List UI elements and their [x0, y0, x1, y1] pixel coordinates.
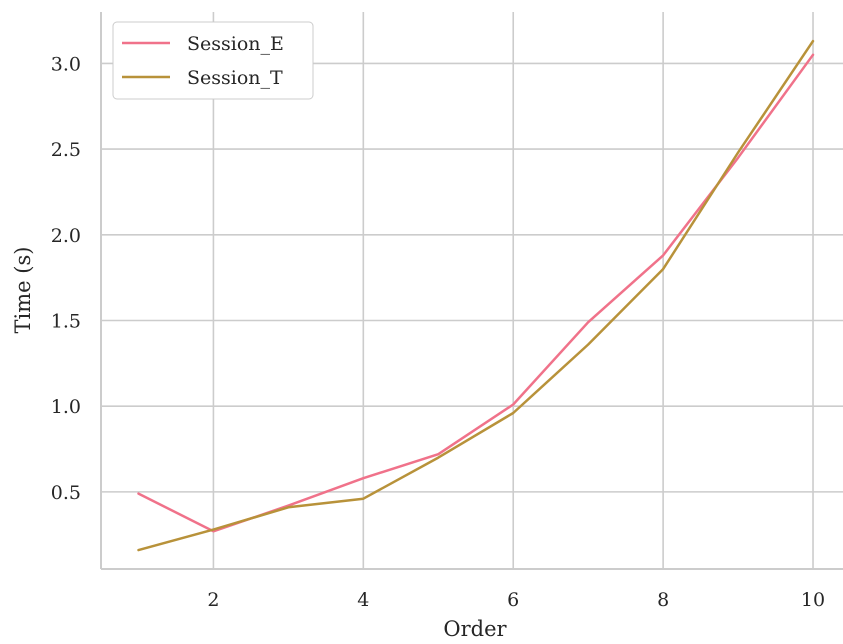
- y-tick-label: 2.5: [51, 139, 81, 161]
- legend: Session_E Session_T: [112, 21, 314, 100]
- x-tick-label: 4: [357, 589, 369, 611]
- legend-label-session-t: Session_T: [187, 67, 283, 89]
- series-lines: [137, 39, 815, 552]
- x-tick-label: 6: [507, 589, 519, 611]
- x-tick-label: 8: [657, 589, 669, 611]
- tick-labels: 2 4 6 8 10 0.5 1.0 1.5 2.0 2.5 3.0: [51, 53, 825, 611]
- series-line-session-t: [137, 39, 815, 552]
- series-line-session-e: [137, 53, 815, 533]
- axes-frame: [100, 12, 843, 570]
- legend-box: [112, 21, 314, 100]
- x-tick-label: 10: [801, 589, 825, 611]
- y-tick-label: 1.0: [51, 396, 81, 418]
- y-tick-label: 2.0: [51, 225, 81, 247]
- y-tick-label: 3.0: [51, 53, 81, 75]
- x-axis-label: Order: [443, 617, 507, 641]
- legend-label-session-e: Session_E: [187, 33, 284, 55]
- y-tick-label: 0.5: [51, 482, 81, 504]
- x-tick-label: 2: [207, 589, 219, 611]
- y-tick-label: 1.5: [51, 310, 81, 332]
- y-axis-label: Time (s): [11, 247, 35, 334]
